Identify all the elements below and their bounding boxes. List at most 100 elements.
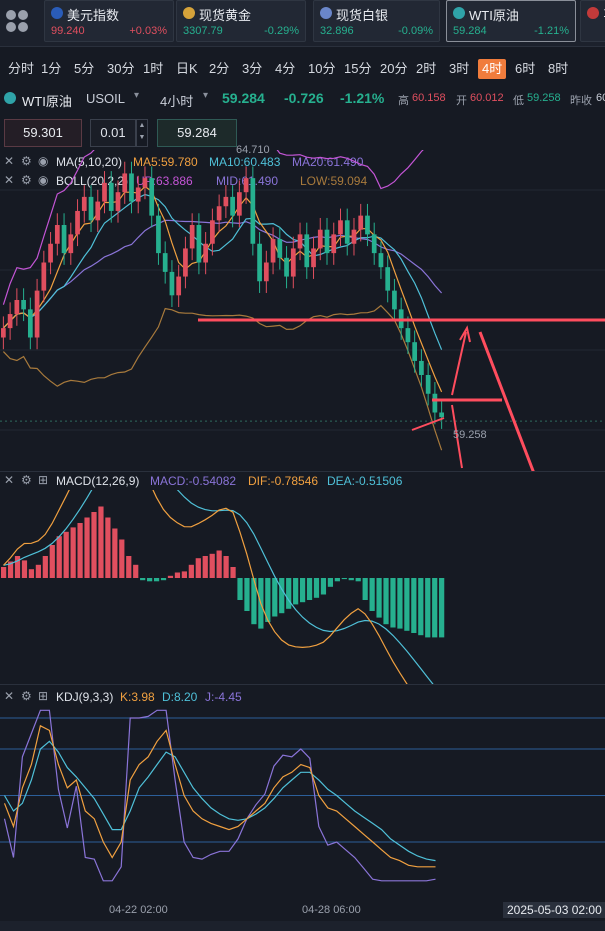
lot-stepper[interactable]: ▲ ▼ [136,119,148,147]
timeframe-5[interactable]: 日K [176,61,198,76]
macd-bar [195,558,201,578]
macd-bar [341,578,347,580]
expand-icon[interactable]: ⊞ [38,473,49,487]
macd-bar [425,578,431,638]
kdj-legend: ✕ ⚙ ⊞ KDJ(9,3,3) K:3.98 D:8.20 J:-4.45 [0,689,605,705]
prev-close-label: 昨收 [570,95,592,107]
candle-body [88,196,94,221]
sell-price-box[interactable]: 59.301 [4,119,82,147]
ticker-card[interactable]: 现货白银 32.896 -0.09% [313,0,440,42]
candle-body [412,342,418,361]
candle-body [338,220,343,235]
ticker-name: 现货黄金 [199,8,252,23]
close-icon[interactable]: ✕ [4,689,15,703]
candle-body [351,229,357,244]
timeframe-3[interactable]: 30分 [107,61,135,76]
buy-price-box[interactable]: 59.284 [157,119,237,147]
macd-bar [293,578,299,605]
symbol-code[interactable]: USOIL [86,91,126,106]
lot-up-icon[interactable]: ▲ [138,122,146,129]
kdj-chart[interactable] [0,706,605,906]
timeframe-10[interactable]: 15分 [344,61,372,76]
timeframe-9[interactable]: 10分 [308,61,336,76]
ticker-change: -0.29% [264,25,299,37]
indicator-tab-bar[interactable] [0,921,605,931]
pane-divider [0,684,605,685]
settings-icon[interactable]: ⚙ [21,173,32,187]
price-change: -0.726 [284,90,324,106]
timeframe-0[interactable]: 分时 [8,61,35,76]
macd-bar [299,578,306,603]
period-dropdown-icon[interactable]: ▾ [203,90,209,101]
candle-body [7,314,13,329]
ticker-flag-icon [183,7,195,19]
timeframe-6[interactable]: 2分 [209,61,230,76]
ticker-price: 99.240 [51,25,85,37]
symbol-dropdown-icon[interactable]: ▾ [134,90,140,101]
candle-body [236,192,242,216]
ticker-card[interactable]: WTI原油 59.284 -1.21% [446,0,576,42]
ma5-value: MA5:59.780 [133,155,198,169]
ticker-change: -1.21% [534,25,569,37]
timeframe-1[interactable]: 1分 [41,61,62,76]
candle-body [358,215,364,230]
candle-body [223,196,229,207]
timeframe-4[interactable]: 1时 [143,61,164,76]
down-arrow-annotation [451,404,463,469]
macd-bar [181,571,187,578]
boll-low-value: LOW:59.094 [300,174,368,188]
ticker-card[interactable]: 现货黄金 3307.79 -0.29% [176,0,306,42]
expand-icon[interactable]: ⊞ [38,689,49,703]
candle-body [176,276,182,296]
candle-body [243,178,249,193]
ticker-flag-icon [453,7,465,19]
candle-body [68,234,74,254]
timeframe-16[interactable]: 8时 [548,61,569,76]
grid-menu-icon[interactable] [4,8,30,34]
j-value: J:-4.45 [205,690,242,704]
ticker-card[interactable]: 美元指数 99.240 +0.03% [44,0,174,42]
k-value: K:3.98 [120,690,155,704]
timeframe-11[interactable]: 20分 [380,61,408,76]
candle-body [54,225,60,244]
candlestick-chart[interactable] [0,150,605,472]
settings-icon[interactable]: ⚙ [21,689,32,703]
macd-chart[interactable] [0,490,605,684]
timeframe-7[interactable]: 3分 [242,61,263,76]
lot-down-icon[interactable]: ▼ [138,134,146,141]
period-selector[interactable]: 4小时 [160,94,194,109]
macd-bar [56,536,62,578]
macd-bar [397,578,403,629]
macd-bar [411,578,417,633]
macd-bar [133,564,139,578]
last-price: 59.284 [222,90,265,106]
timeframe-14[interactable]: 4时 [478,59,507,79]
small-annotation [411,417,445,431]
candle-body [250,178,256,244]
settings-icon[interactable]: ⚙ [21,473,32,487]
ticker-card[interactable]: 19 [580,0,605,42]
eye-icon[interactable]: ◉ [38,173,49,187]
candle-body [122,173,128,193]
timeframe-8[interactable]: 4分 [275,61,296,76]
timeframe-15[interactable]: 6时 [515,61,536,76]
candle-body [135,187,141,202]
symbol-name[interactable]: WTI原油 [22,94,72,109]
macd-bar [70,527,76,578]
lot-size-input[interactable]: 0.01 [90,119,136,147]
close-icon[interactable]: ✕ [4,473,15,487]
macd-bar [306,578,313,600]
candle-body [203,243,209,263]
macd-bar [418,578,424,636]
macd-bar [84,517,90,578]
eye-icon[interactable]: ◉ [38,154,49,168]
candle-body [311,248,316,268]
timeframe-13[interactable]: 3时 [449,61,470,76]
settings-icon[interactable]: ⚙ [21,154,32,168]
timeframe-12[interactable]: 2时 [416,61,437,76]
close-icon[interactable]: ✕ [4,173,15,187]
kdj-j-line [3,709,436,882]
timeframe-2[interactable]: 5分 [74,61,95,76]
candle-body [41,262,47,291]
close-icon[interactable]: ✕ [4,154,15,168]
